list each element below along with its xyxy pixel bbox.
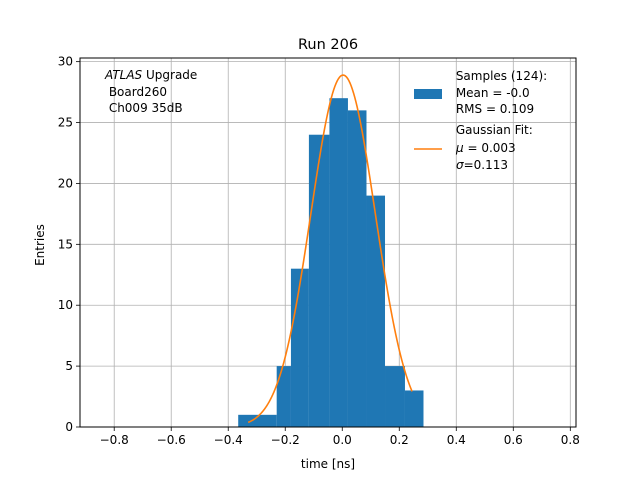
legend-fit-mu: μ = 0.003	[455, 141, 516, 155]
histogram-bar-7	[385, 366, 405, 427]
gaussian-fit	[247, 74, 413, 424]
x-tick-label-1: −0.6	[157, 433, 186, 447]
legend-samples-swatch	[414, 89, 442, 99]
fit-curve	[247, 74, 413, 424]
y-tick-label-1: 5	[65, 359, 73, 373]
histogram-bar-6	[366, 195, 386, 427]
legend-samples-rms: RMS = 0.109	[452, 102, 534, 116]
histogram-bar-0	[238, 414, 277, 427]
x-tick-label-6: 0.4	[447, 433, 466, 447]
legend: Samples (124): Mean = -0.0 RMS = 0.109 G…	[414, 69, 547, 172]
y-tick-label-3: 15	[58, 237, 73, 251]
x-tick-label-8: 0.8	[561, 433, 580, 447]
histogram-bar-3	[308, 134, 330, 427]
x-axis-ticks: −0.8 −0.6 −0.4 −0.2 0.0 0.2 0.4 0.6 0.8	[100, 427, 580, 447]
x-tick-label-2: −0.4	[214, 433, 243, 447]
histogram-bar-4	[329, 98, 348, 428]
legend-sigma-symbol: σ	[456, 158, 464, 172]
atlas-annotation: ATLAS Upgrade Board260 Ch009 35dB	[104, 68, 197, 115]
x-tick-label-0: −0.8	[100, 433, 129, 447]
legend-samples-mean: Mean = -0.0	[452, 86, 530, 100]
legend-mu-symbol: μ	[455, 141, 464, 155]
histogram-bars	[238, 98, 424, 428]
y-tick-label-2: 10	[58, 298, 73, 312]
legend-sigma-value: =0.113	[464, 158, 508, 172]
y-tick-label-0: 0	[65, 420, 73, 434]
y-tick-label-5: 25	[58, 116, 73, 130]
histogram-bar-8	[404, 390, 424, 427]
histogram-bar-2	[290, 268, 309, 427]
annotation-line-3: Ch009 35dB	[105, 101, 183, 115]
y-tick-label-4: 20	[58, 176, 73, 190]
x-tick-label-3: −0.2	[271, 433, 300, 447]
y-axis-label: Entries	[33, 224, 47, 266]
annotation-upgrade: Upgrade	[142, 68, 197, 82]
chart-title: Run 206	[298, 37, 358, 53]
legend-fit-sigma: σ=0.113	[456, 158, 508, 172]
x-tick-label-7: 0.6	[504, 433, 523, 447]
annotation-line-1: ATLAS Upgrade	[104, 68, 197, 82]
y-tick-label-6: 30	[58, 55, 73, 69]
x-tick-label-4: 0.0	[333, 433, 352, 447]
histogram-bar-5	[347, 110, 367, 427]
annotation-line-2: Board260	[105, 85, 167, 99]
legend-samples-title: Samples (124):	[452, 69, 547, 83]
legend-fit-title: Gaussian Fit:	[452, 123, 533, 137]
histogram-bar-1	[276, 366, 291, 427]
legend-mu-value: = 0.003	[464, 141, 516, 155]
y-axis-ticks: 0 5 10 15 20 25 30	[58, 55, 80, 434]
axes-frame	[79, 57, 577, 428]
x-axis-label: time [ns]	[301, 457, 355, 471]
x-tick-label-5: 0.2	[390, 433, 409, 447]
annotation-atlas: ATLAS	[104, 68, 143, 82]
